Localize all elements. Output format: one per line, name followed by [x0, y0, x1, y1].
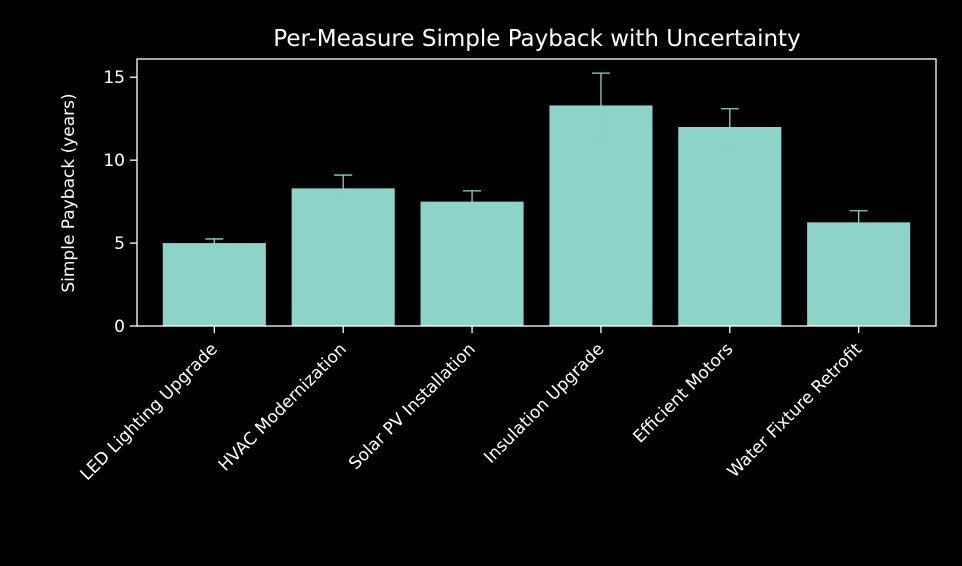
bar [162, 243, 266, 326]
bar [807, 222, 911, 326]
y-axis-label: Simple Payback (years) [59, 93, 79, 292]
y-tick-label: 0 [114, 317, 125, 337]
bar [549, 105, 653, 326]
bar [291, 188, 395, 326]
y-tick-label: 10 [103, 151, 125, 171]
y-tick-label: 15 [103, 68, 125, 88]
error-bars-layer [205, 72, 868, 248]
y-tick-label: 5 [114, 234, 125, 254]
bars-layer [162, 105, 911, 326]
bar [420, 201, 524, 326]
plot-area-frame [136, 58, 937, 327]
bar [678, 126, 782, 326]
y-axis-ticks: 0 5 10 15 [103, 68, 137, 337]
chart-title: Per-Measure Simple Payback with Uncertai… [273, 26, 800, 52]
